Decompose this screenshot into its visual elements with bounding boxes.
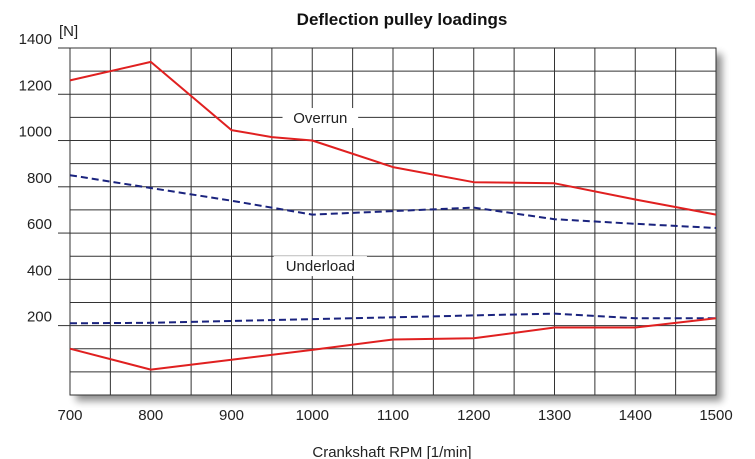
annotation-overrun: Overrun [293, 110, 347, 127]
plot-frame [69, 47, 717, 396]
series-line-overrun-solid [69, 60, 717, 216]
x-tick-label: 900 [219, 407, 244, 424]
tick-labels: 700 800 900 1000 1100 1200 1300 1400 1500 200 400 6… [19, 31, 733, 424]
x-tick-label: 1200 [457, 407, 490, 424]
chart-title: Deflection pulley loadings [297, 10, 508, 29]
y-tick-label: 600 [27, 216, 52, 233]
y-tick-label: 800 [27, 170, 52, 187]
x-tick-label: 1000 [296, 407, 329, 424]
annotation-underload: Underload [286, 258, 355, 275]
series-line-underload-solid [69, 317, 717, 371]
annotations: Overrun Underload [273, 108, 367, 277]
series-line-underload-dashed [69, 312, 716, 325]
grid [58, 47, 717, 396]
x-tick-label: 1100 [377, 407, 409, 424]
x-tick-label: 1300 [538, 407, 571, 424]
series-line-overrun-dashed [69, 174, 717, 229]
x-tick-label: 1500 [699, 407, 732, 424]
x-tick-label: 800 [138, 407, 163, 424]
series-layer [69, 60, 717, 371]
y-tick-label: 1200 [19, 77, 52, 94]
annotation-background [282, 108, 359, 129]
annotation-background [273, 256, 367, 277]
x-tick-label: 1400 [619, 407, 652, 424]
y-tick-label: 400 [27, 262, 52, 279]
y-axis-unit-label: [N] [59, 23, 78, 40]
y-tick-label: 1000 [19, 124, 52, 141]
y-tick-label: 1400 [19, 31, 52, 48]
x-axis-label: Crankshaft RPM [1/min] [312, 444, 471, 459]
x-tick-label: 700 [57, 407, 82, 424]
y-tick-label: 200 [27, 309, 52, 326]
